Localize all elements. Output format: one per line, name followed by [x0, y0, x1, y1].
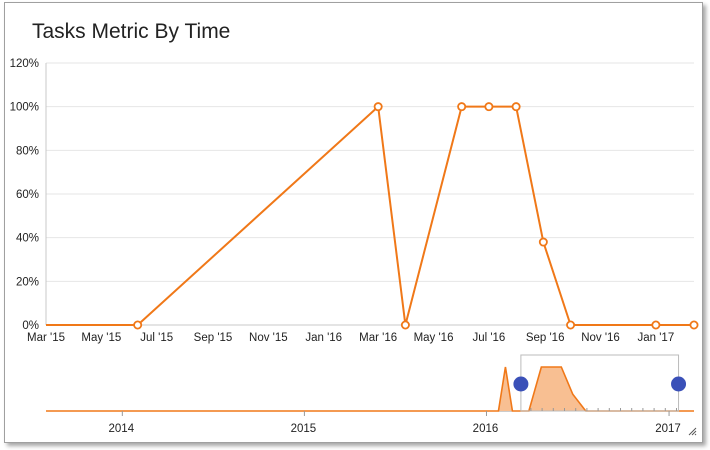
navigator-year-label: 2014 [109, 423, 135, 435]
x-tick-label: Nov '15 [249, 332, 288, 344]
y-tick-label: 60% [16, 189, 39, 201]
x-tick-label: May '15 [81, 332, 121, 344]
x-tick-label: Jul '16 [472, 332, 505, 344]
data-point[interactable] [651, 320, 661, 330]
resize-grip-icon[interactable] [688, 427, 697, 436]
chart-panel: Tasks Metric By Time [4, 2, 703, 443]
navigator-area [46, 367, 694, 411]
data-point[interactable] [457, 102, 467, 112]
x-tick-label: Mar '15 [27, 332, 65, 344]
y-tick-label: 100% [10, 102, 39, 114]
data-point[interactable] [689, 320, 699, 330]
navigator-left-handle[interactable] [513, 376, 529, 392]
y-axis: 0% 20% 40% 60% 80% 100% 120% [10, 58, 39, 332]
data-point[interactable] [133, 320, 143, 330]
x-tick-label: Sep '15 [194, 332, 233, 344]
y-tick-label: 0% [22, 320, 39, 332]
data-point[interactable] [484, 102, 494, 112]
navigator-line [46, 366, 694, 412]
y-tick-label: 120% [10, 58, 39, 70]
x-tick-label: Jul '15 [140, 332, 173, 344]
chart-title: Tasks Metric By Time [32, 20, 231, 43]
x-tick-label: Jan '17 [638, 332, 675, 344]
plot-area [46, 102, 699, 330]
series-line [46, 105, 694, 326]
y-tick-label: 80% [16, 145, 39, 157]
navigator-year-label: 2017 [655, 423, 681, 435]
y-tick-label: 40% [16, 233, 39, 245]
gridlines [45, 62, 694, 326]
x-axis: Mar '15 May '15 Jul '15 Sep '15 Nov '15 Jan '… [27, 332, 674, 344]
data-point[interactable] [400, 320, 410, 330]
navigator-year-label: 2016 [473, 423, 499, 435]
y-tick-label: 20% [16, 276, 39, 288]
x-tick-label: Mar '16 [359, 332, 397, 344]
navigator-right-handle[interactable] [671, 376, 687, 392]
data-point[interactable] [566, 320, 576, 330]
x-tick-label: Nov '16 [581, 332, 620, 344]
range-navigator[interactable]: 2014 2015 2016 2017 [46, 354, 694, 435]
data-point[interactable] [373, 102, 383, 112]
navigator-year-label: 2015 [291, 423, 317, 435]
x-tick-label: Sep '16 [526, 332, 565, 344]
data-point[interactable] [511, 102, 521, 112]
x-tick-label: May '16 [414, 332, 454, 344]
data-point[interactable] [538, 237, 548, 247]
x-tick-label: Jan '16 [305, 332, 342, 344]
